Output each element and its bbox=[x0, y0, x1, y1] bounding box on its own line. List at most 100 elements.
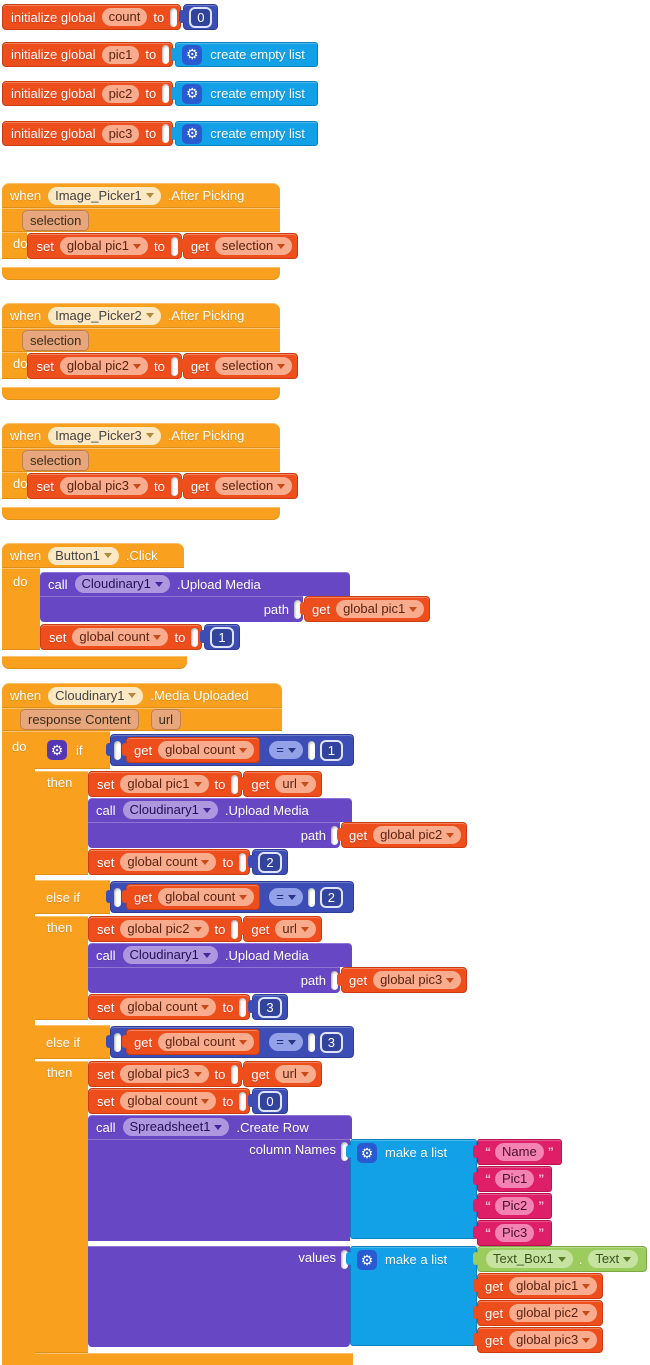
variable-dropdown[interactable]: selection bbox=[214, 357, 293, 375]
number-input[interactable]: 2 bbox=[319, 886, 344, 908]
variable-dropdown[interactable]: global count bbox=[158, 741, 255, 759]
call-upload-media-block[interactable]: call Cloudinary1 .Upload Media path bbox=[88, 943, 468, 993]
number-input[interactable]: 3 bbox=[319, 1031, 344, 1053]
component-dropdown[interactable]: Cloudinary1 bbox=[122, 946, 218, 964]
get-global-count-block[interactable]: get global count bbox=[122, 1029, 261, 1055]
string-input[interactable]: Pic3 bbox=[495, 1224, 535, 1242]
call-upload-media-block[interactable]: call Cloudinary1 .Upload Media path bbox=[88, 798, 468, 848]
set-global-pic2-statement[interactable]: set global pic2 to get selection bbox=[27, 353, 299, 379]
variable-name-field[interactable]: pic3 bbox=[101, 124, 140, 143]
variable-dropdown[interactable]: global pic1 bbox=[509, 1277, 598, 1295]
component-dropdown[interactable]: Button1 bbox=[48, 546, 119, 565]
get-global-count-block[interactable]: get global count bbox=[122, 737, 261, 763]
get-global-pic2-block[interactable]: get global pic2 bbox=[337, 822, 468, 848]
variable-dropdown[interactable]: url bbox=[275, 775, 316, 793]
operator-dropdown[interactable]: = bbox=[269, 741, 303, 759]
number-block[interactable]: 1 bbox=[200, 624, 240, 650]
get-global-pic3-block[interactable]: get global pic3 bbox=[337, 967, 468, 993]
mutator-gear-icon[interactable]: ⚙ bbox=[182, 123, 203, 144]
number-block[interactable]: 0 bbox=[248, 1088, 288, 1114]
text-string-block[interactable]: “ Pic2 ” bbox=[473, 1193, 553, 1219]
property-dropdown[interactable]: Text bbox=[588, 1250, 639, 1268]
variable-dropdown[interactable]: global count bbox=[120, 1092, 217, 1110]
block-when-button1-click[interactable]: when Button1 .Click do call Cloudinary1 … bbox=[2, 543, 431, 669]
set-global-count-statement[interactable]: set global count to 3 bbox=[88, 994, 288, 1020]
variable-dropdown[interactable]: global pic1 bbox=[120, 775, 209, 793]
mutator-gear-icon[interactable]: ⚙ bbox=[357, 1143, 377, 1163]
variable-dropdown[interactable]: global pic3 bbox=[120, 1065, 209, 1083]
condition-equals-3[interactable]: get global count = 3 bbox=[106, 1026, 355, 1058]
get-url-block[interactable]: get url bbox=[239, 771, 322, 797]
variable-dropdown[interactable]: global pic2 bbox=[120, 920, 209, 938]
number-block[interactable]: 2 bbox=[248, 849, 288, 875]
block-when-imagepicker3-afterpicking[interactable]: when Image_Picker3 .After Picking select… bbox=[2, 423, 299, 520]
get-selection-block[interactable]: get selection bbox=[178, 233, 299, 259]
variable-name-field[interactable]: count bbox=[101, 8, 148, 26]
condition-equals-2[interactable]: get global count = 2 bbox=[106, 881, 355, 913]
set-global-pic1-statement[interactable]: set global pic1 to get url bbox=[88, 771, 322, 797]
get-global-pic1-block[interactable]: get global pic1 bbox=[300, 596, 431, 622]
variable-dropdown[interactable]: global pic2 bbox=[509, 1304, 598, 1322]
operator-dropdown[interactable]: = bbox=[269, 888, 303, 906]
variable-dropdown[interactable]: selection bbox=[214, 237, 293, 255]
variable-dropdown[interactable]: global count bbox=[158, 888, 255, 906]
get-selection-block[interactable]: get selection bbox=[178, 473, 299, 499]
call-create-row-block[interactable]: call Spreadsheet1 .Create Row column Nam… bbox=[88, 1115, 648, 1353]
set-global-pic3-statement[interactable]: set global pic3 to get selection bbox=[27, 473, 299, 499]
set-global-count-statement[interactable]: set global count to 1 bbox=[40, 624, 240, 650]
variable-dropdown[interactable]: global count bbox=[120, 853, 217, 871]
get-url-block[interactable]: get url bbox=[239, 1061, 322, 1087]
number-input[interactable]: 2 bbox=[258, 851, 282, 873]
block-when-imagepicker2-afterpicking[interactable]: when Image_Picker2 .After Picking select… bbox=[2, 303, 299, 400]
block-init-global-pic1[interactable]: initialize global pic1 to ⚙ create empty… bbox=[2, 42, 318, 67]
get-url-block[interactable]: get url bbox=[239, 916, 322, 942]
if-block[interactable]: ⚙ if get global count = bbox=[35, 731, 648, 1365]
variable-dropdown[interactable]: global pic3 bbox=[509, 1331, 598, 1349]
string-input[interactable]: Name bbox=[495, 1143, 544, 1161]
string-input[interactable]: Pic2 bbox=[495, 1197, 535, 1215]
create-empty-list-block[interactable]: ⚙ create empty list bbox=[171, 81, 318, 106]
number-block[interactable]: 0 bbox=[179, 4, 219, 30]
component-dropdown[interactable]: Spreadsheet1 bbox=[122, 1118, 230, 1136]
set-global-pic2-statement[interactable]: set global pic2 to get url bbox=[88, 916, 322, 942]
get-global-count-block[interactable]: get global count bbox=[122, 884, 261, 910]
number-input[interactable]: 0 bbox=[258, 1090, 282, 1112]
component-dropdown[interactable]: Text_Box1 bbox=[486, 1250, 573, 1268]
variable-dropdown[interactable]: url bbox=[275, 1065, 316, 1083]
variable-name-field[interactable]: pic2 bbox=[101, 84, 140, 103]
get-selection-block[interactable]: get selection bbox=[178, 353, 299, 379]
number-input[interactable]: 1 bbox=[210, 626, 234, 648]
string-input[interactable]: Pic1 bbox=[495, 1170, 535, 1188]
make-a-list-columns[interactable]: ⚙ make a list “ Name ” bbox=[346, 1139, 562, 1246]
variable-dropdown[interactable]: url bbox=[275, 920, 316, 938]
create-empty-list-block[interactable]: ⚙ create empty list bbox=[171, 121, 318, 146]
create-empty-list-block[interactable]: ⚙ create empty list bbox=[171, 42, 318, 67]
mutator-gear-icon[interactable]: ⚙ bbox=[47, 740, 67, 760]
variable-dropdown[interactable]: global count bbox=[120, 998, 217, 1016]
variable-dropdown[interactable]: global count bbox=[158, 1033, 255, 1051]
set-global-count-statement[interactable]: set global count to 0 bbox=[88, 1088, 288, 1114]
component-dropdown[interactable]: Image_Picker1 bbox=[48, 186, 161, 205]
mutator-gear-icon[interactable]: ⚙ bbox=[182, 44, 203, 65]
variable-dropdown[interactable]: global pic3 bbox=[373, 971, 462, 989]
component-dropdown[interactable]: Cloudinary1 bbox=[74, 575, 170, 593]
text-string-block[interactable]: “ Pic1 ” bbox=[473, 1166, 553, 1192]
variable-dropdown[interactable]: global pic2 bbox=[373, 826, 462, 844]
block-init-global-pic2[interactable]: initialize global pic2 to ⚙ create empty… bbox=[2, 81, 318, 106]
block-when-cloudinary1-media-uploaded[interactable]: when Cloudinary1 .Media Uploaded respons… bbox=[2, 683, 648, 1365]
number-input[interactable]: 0 bbox=[189, 6, 213, 28]
get-global-pic1-block[interactable]: get global pic1 bbox=[473, 1273, 604, 1299]
set-global-pic1-statement[interactable]: set global pic1 to get selection bbox=[27, 233, 299, 259]
call-upload-media-block[interactable]: call Cloudinary1 .Upload Media path get … bbox=[40, 572, 431, 622]
variable-dropdown[interactable]: global pic3 bbox=[59, 477, 148, 495]
block-init-global-pic3[interactable]: initialize global pic3 to ⚙ create empty… bbox=[2, 121, 318, 146]
block-init-global-count[interactable]: initialize global count to 0 bbox=[2, 4, 219, 30]
mutator-gear-icon[interactable]: ⚙ bbox=[357, 1250, 377, 1270]
text-string-block[interactable]: “ Name ” bbox=[473, 1139, 562, 1165]
set-global-count-statement[interactable]: set global count to 2 bbox=[88, 849, 288, 875]
condition-equals-1[interactable]: get global count = 1 bbox=[106, 734, 355, 766]
component-dropdown[interactable]: Cloudinary1 bbox=[122, 801, 218, 819]
block-when-imagepicker1-afterpicking[interactable]: when Image_Picker1 .After Picking select… bbox=[2, 183, 299, 280]
text-string-block[interactable]: “ Pic3 ” bbox=[473, 1220, 553, 1246]
component-dropdown[interactable]: Image_Picker3 bbox=[48, 426, 161, 445]
